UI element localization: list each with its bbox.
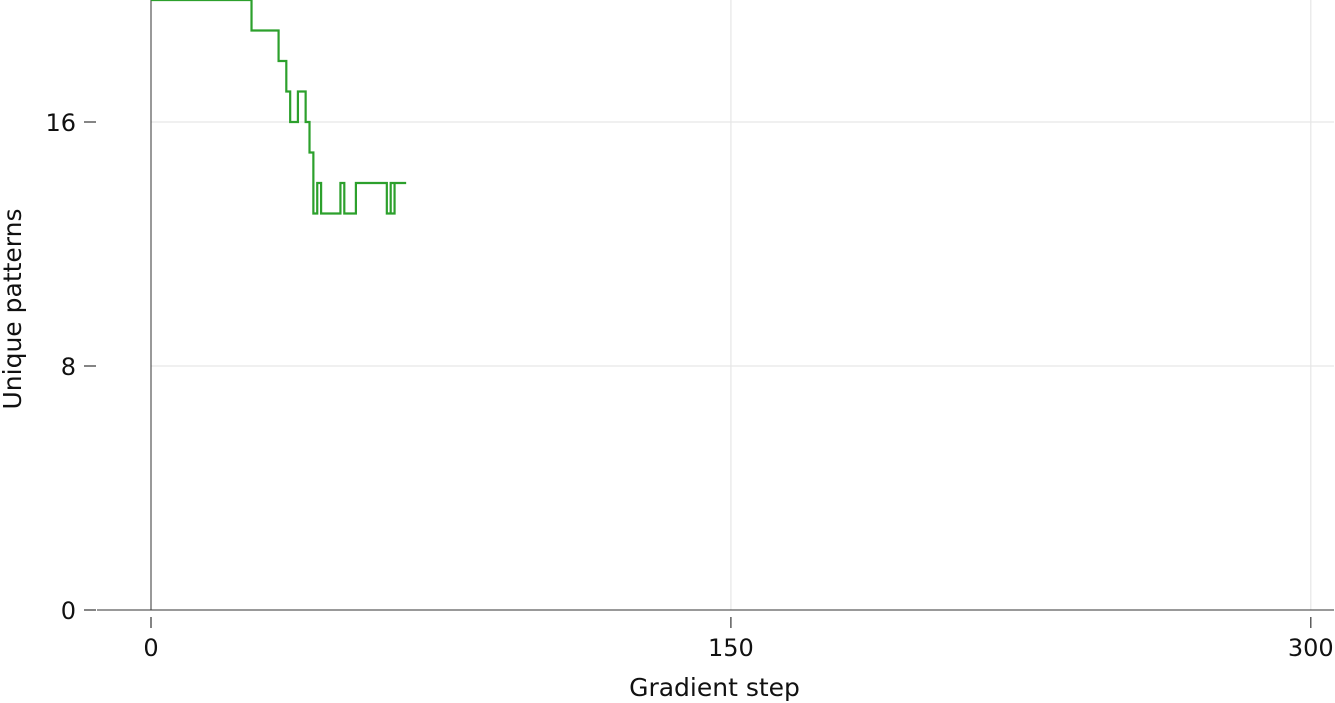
grid-lines	[151, 0, 1334, 610]
series-group	[151, 0, 407, 215]
y-tick-label: 8	[61, 353, 76, 381]
x-tick-label: 0	[143, 634, 158, 662]
y-tick-label: 0	[61, 597, 76, 625]
axes	[97, 0, 1334, 611]
x-axis-label: Gradient step	[629, 673, 800, 702]
series-line	[151, 0, 407, 215]
y-axis-label: Unique patterns	[0, 208, 27, 409]
x-tick-label: 150	[708, 634, 754, 662]
tick-marks: 0 8 16 0 150 300	[45, 109, 1333, 662]
y-tick-label: 16	[45, 109, 76, 137]
x-tick-label: 300	[1288, 634, 1334, 662]
